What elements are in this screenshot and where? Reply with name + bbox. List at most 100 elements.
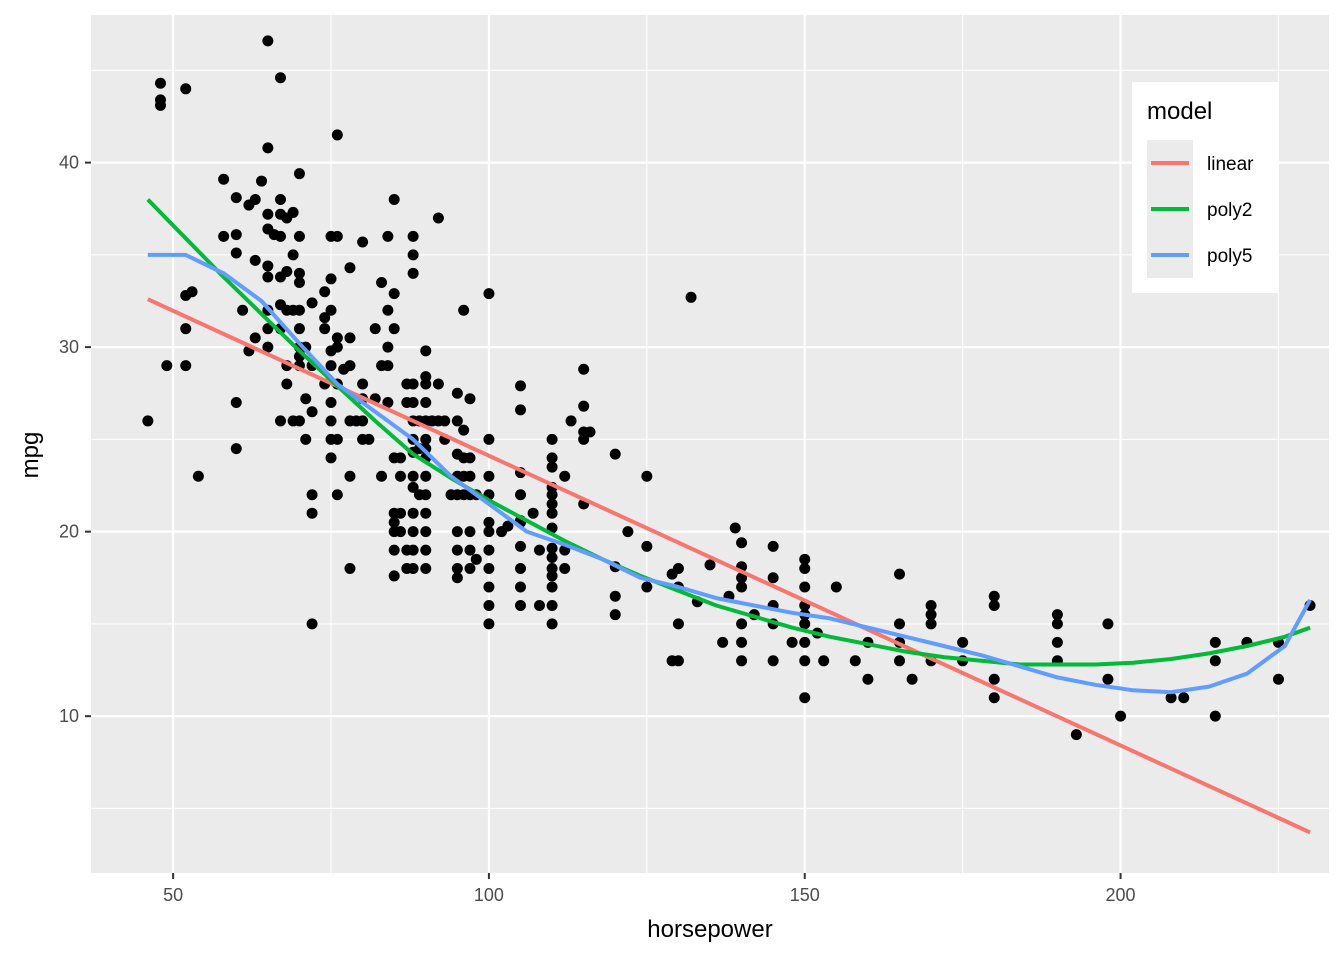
data-point xyxy=(1051,636,1063,648)
data-point xyxy=(344,470,356,482)
data-point xyxy=(420,470,432,482)
data-point xyxy=(767,540,779,552)
data-point xyxy=(420,544,432,556)
data-point xyxy=(325,360,337,372)
data-point xyxy=(533,544,545,556)
data-point xyxy=(1070,729,1082,741)
data-point xyxy=(464,393,476,405)
data-point xyxy=(420,507,432,519)
data-point xyxy=(331,433,343,445)
model-lines xyxy=(146,198,1312,835)
data-point xyxy=(451,563,463,575)
data-point xyxy=(515,489,527,501)
data-point xyxy=(293,277,305,289)
legend-entries: linear poly2 poly5 xyxy=(1147,140,1254,278)
data-point xyxy=(432,212,444,224)
data-point xyxy=(451,415,463,427)
legend-title: model xyxy=(1147,98,1212,125)
data-point xyxy=(262,142,274,154)
legend-label-linear: linear xyxy=(1207,154,1254,175)
data-point xyxy=(546,433,558,445)
data-point xyxy=(249,254,261,266)
data-point xyxy=(451,526,463,538)
data-point xyxy=(319,286,331,298)
data-point xyxy=(483,544,495,556)
data-point xyxy=(957,636,969,648)
data-point xyxy=(262,260,274,272)
series-line-poly2 xyxy=(146,198,1311,667)
data-point xyxy=(274,415,286,427)
data-point xyxy=(293,323,305,335)
data-point xyxy=(388,570,400,582)
data-point xyxy=(325,304,337,316)
data-point xyxy=(420,378,432,390)
data-point xyxy=(325,396,337,408)
data-point xyxy=(515,599,527,611)
data-point xyxy=(685,291,697,303)
data-point xyxy=(546,461,558,473)
data-point xyxy=(893,618,905,630)
data-point xyxy=(988,599,1000,611)
data-point xyxy=(736,581,748,593)
data-point xyxy=(767,655,779,667)
data-point xyxy=(218,173,230,185)
data-point xyxy=(483,433,495,445)
data-point xyxy=(546,551,558,563)
data-point xyxy=(331,341,343,353)
data-point xyxy=(672,655,684,667)
data-point xyxy=(483,526,495,538)
data-point xyxy=(988,590,1000,602)
data-point xyxy=(331,230,343,242)
data-point xyxy=(344,563,356,575)
data-point xyxy=(376,277,388,289)
data-point xyxy=(559,470,571,482)
data-point xyxy=(344,360,356,372)
data-point xyxy=(464,563,476,575)
x-axis-title: horsepower xyxy=(647,916,772,943)
data-point xyxy=(1102,618,1114,630)
data-point xyxy=(293,267,305,279)
data-point xyxy=(483,470,495,482)
data-point xyxy=(717,636,729,648)
data-point xyxy=(641,470,653,482)
data-point xyxy=(464,526,476,538)
data-point xyxy=(357,378,369,390)
data-point xyxy=(161,360,173,372)
data-point xyxy=(142,415,154,427)
data-point xyxy=(893,655,905,667)
data-point xyxy=(420,433,432,445)
data-point xyxy=(925,609,937,621)
data-point xyxy=(293,168,305,180)
data-point xyxy=(464,470,476,482)
data-point xyxy=(154,99,166,111)
data-point xyxy=(331,129,343,141)
data-point xyxy=(407,267,419,279)
data-point xyxy=(893,568,905,580)
data-point xyxy=(546,618,558,630)
data-point xyxy=(451,572,463,584)
data-point xyxy=(249,332,261,344)
data-point xyxy=(382,396,394,408)
data-point xyxy=(439,415,451,427)
data-point xyxy=(420,563,432,575)
data-point xyxy=(388,516,400,528)
data-point xyxy=(306,297,318,309)
data-point xyxy=(729,522,741,534)
data-point xyxy=(925,618,937,630)
data-point xyxy=(180,323,192,335)
data-point xyxy=(363,433,375,445)
data-point xyxy=(546,452,558,464)
data-point xyxy=(192,470,204,482)
data-point xyxy=(382,360,394,372)
data-point xyxy=(407,563,419,575)
y-tick-label: 20 xyxy=(59,522,79,542)
data-point xyxy=(395,470,406,482)
series-line-poly5 xyxy=(147,252,1312,695)
data-point xyxy=(382,230,394,242)
data-point xyxy=(672,618,684,630)
data-point xyxy=(1115,710,1127,722)
axes: 50 100 150 200 10 20 30 40 xyxy=(59,153,1136,905)
data-point xyxy=(1051,609,1063,621)
data-point xyxy=(395,452,406,464)
data-point xyxy=(515,581,527,593)
